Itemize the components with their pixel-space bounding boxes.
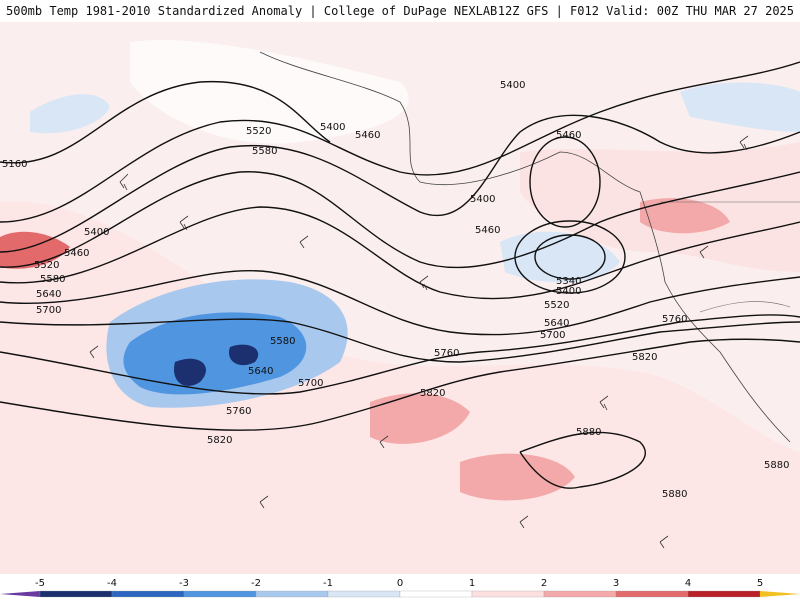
- colorbar-segment: [615, 590, 689, 598]
- border-us-mexico: [699, 301, 791, 313]
- label-5400-b: 5400: [500, 80, 525, 91]
- label-5640-b: 5640: [248, 366, 273, 377]
- label-5700-a: 5700: [540, 330, 565, 341]
- colorbar-tick-label: -4: [107, 578, 117, 589]
- colorbar-segment: [687, 590, 761, 598]
- contour-5640: [0, 270, 800, 336]
- colorbar-tick-label: -5: [35, 578, 45, 589]
- label-5520-a: 5520: [246, 126, 271, 137]
- contour-5760: [0, 314, 800, 395]
- colorbar-tick-label: 2: [541, 578, 547, 589]
- map-title: 500mb Temp 1981-2010 Standardized Anomal…: [6, 4, 498, 18]
- neutral-area-north: [130, 40, 409, 144]
- label-5700-b: 5700: [298, 378, 323, 389]
- contour-5580: [0, 206, 800, 300]
- colorbar-segment: [399, 590, 473, 598]
- contour-5880: [519, 431, 647, 489]
- anomaly-colorbar: -5 -4 -3 -2 -1 0 1 2 3 4 5: [0, 574, 800, 600]
- colorbar-min-arrow: [0, 591, 40, 597]
- colorbar-segment: [543, 590, 617, 598]
- model-run-info: 12Z GFS | F012 Valid: 00Z THU MAR 27 202…: [497, 4, 794, 18]
- colorbar-ticks: -5 -4 -3 -2 -1 0 1 2 3 4 5: [35, 578, 763, 589]
- label-5640-a: 5640: [544, 318, 569, 329]
- contour-5400-north: [0, 61, 800, 223]
- label-5520-b: 5520: [544, 300, 569, 311]
- label-5700-west: 5700: [36, 305, 61, 316]
- colorbar-segment: [183, 590, 257, 598]
- colorbar-tick-label: 5: [757, 578, 763, 589]
- label-5880-b: 5880: [662, 489, 687, 500]
- warm-anomaly-south-central: [460, 453, 575, 501]
- label-5760-b: 5760: [226, 406, 251, 417]
- colorbar-tick-label: 3: [613, 578, 619, 589]
- label-5760-c: 5760: [434, 348, 459, 359]
- label-5880-a: 5880: [576, 427, 601, 438]
- label-5460-c: 5460: [475, 225, 500, 236]
- contour-5340-low: [534, 234, 606, 280]
- colorbar-segments: [0, 590, 800, 598]
- colorbar-tick-label: -2: [251, 578, 261, 589]
- colorbar-tick-label: 1: [469, 578, 475, 589]
- coastline-north-america: [259, 51, 791, 443]
- label-5640-west: 5640: [36, 289, 61, 300]
- label-5400-a: 5400: [320, 122, 345, 133]
- colorbar-max-arrow: [760, 591, 800, 597]
- cold-anomaly-northeast: [680, 82, 800, 132]
- label-5580-b: 5580: [270, 336, 295, 347]
- colorbar-tick-label: -1: [323, 578, 333, 589]
- label-5820-a: 5820: [632, 352, 657, 363]
- label-5460-west: 5460: [64, 248, 89, 259]
- warm-anomaly-central: [370, 393, 470, 444]
- cold-anomaly-northwest: [30, 94, 110, 134]
- label-5580-a: 5580: [252, 146, 277, 157]
- cold-anomaly-low: [500, 231, 620, 283]
- label-5760-a: 5760: [662, 314, 687, 325]
- label-5460-a: 5460: [355, 130, 380, 141]
- contour-labels: 5160 5400 5400 5460 5460 5400 5460 5520 …: [2, 80, 789, 500]
- contour-5160: [0, 80, 331, 164]
- label-5400-c: 5400: [470, 194, 495, 205]
- cold-anomaly-core-2: [229, 344, 259, 366]
- anomaly-map: 5160 5400 5400 5460 5460 5400 5460 5520 …: [0, 22, 800, 574]
- contour-5820: [0, 338, 800, 431]
- colorbar-tick-label: -3: [179, 578, 189, 589]
- colorbar-segment: [111, 590, 185, 598]
- colorbar-tick-label: 0: [397, 578, 403, 589]
- colorbar-segment: [327, 590, 401, 598]
- colorbar-segment: [39, 590, 113, 598]
- wind-barbs: [89, 135, 749, 549]
- label-5880-c: 5880: [764, 460, 789, 471]
- map-canvas: 5160 5400 5400 5460 5460 5400 5460 5520 …: [0, 22, 800, 574]
- cold-anomaly-core-1: [174, 358, 206, 386]
- contour-5520: [0, 171, 800, 269]
- label-5820-c: 5820: [207, 435, 232, 446]
- colorbar-segment: [471, 590, 545, 598]
- label-5160: 5160: [2, 159, 27, 170]
- contour-5460-northeast: [529, 136, 601, 228]
- label-5820-b: 5820: [420, 388, 445, 399]
- label-5580-west: 5580: [40, 274, 65, 285]
- height-contours: [0, 61, 800, 489]
- colorbar-canvas: -5 -4 -3 -2 -1 0 1 2 3 4 5: [0, 578, 800, 598]
- contour-5700: [0, 318, 800, 363]
- warm-anomaly-pnw: [640, 198, 730, 234]
- contour-5400-low: [514, 220, 626, 294]
- map-title-bar: 500mb Temp 1981-2010 Standardized Anomal…: [0, 0, 800, 23]
- label-5400-west: 5400: [84, 227, 109, 238]
- label-5340: 5340: [556, 276, 581, 287]
- label-5460-b: 5460: [556, 130, 581, 141]
- label-5520-west: 5520: [34, 260, 59, 271]
- colorbar-segment: [255, 590, 329, 598]
- cold-anomaly-mid: [123, 312, 307, 395]
- contour-5460: [0, 114, 800, 253]
- colorbar-tick-label: 4: [685, 578, 691, 589]
- label-5400-d: 5400: [556, 286, 581, 297]
- warm-anomaly-west-edge: [0, 231, 70, 269]
